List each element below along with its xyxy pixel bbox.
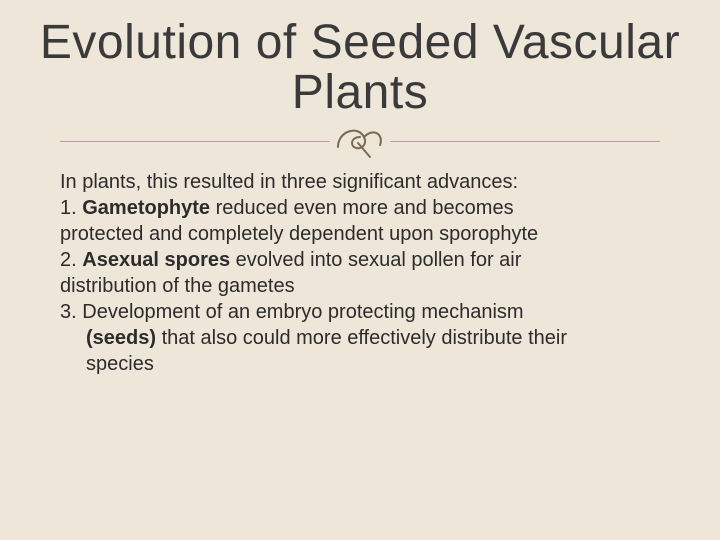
item-2-bold: Asexual spores [82, 249, 230, 271]
body-content: In plants, this resulted in three signif… [60, 169, 660, 377]
slide-title: Evolution of Seeded Vascular Plants [0, 0, 720, 119]
item-1-num: 1. [60, 197, 77, 219]
item-1-line-1: 1. Gametophyte reduced even more and bec… [60, 195, 660, 221]
item-2-line-1: 2. Asexual spores evolved into sexual po… [60, 247, 660, 273]
title-divider [60, 123, 660, 159]
item-3-num: 3. [60, 301, 77, 323]
item-2-num: 2. [60, 249, 77, 271]
intro-line: In plants, this resulted in three signif… [60, 169, 660, 195]
item-3-bold: (seeds) [86, 327, 156, 349]
item-3-line-1: 3. Development of an embryo protecting m… [60, 299, 660, 325]
item-2-line-2: distribution of the gametes [60, 273, 660, 299]
item-1-rest: reduced even more and becomes [210, 197, 514, 219]
item-2-rest: evolved into sexual pollen for air [230, 249, 521, 271]
item-3-cont-rest: that also could more effectively distrib… [156, 327, 567, 349]
item-1-bold: Gametophyte [82, 197, 210, 219]
item-3-line-2: (seeds) that also could more effectively… [60, 325, 660, 351]
item-1-line-2: protected and completely dependent upon … [60, 221, 660, 247]
item-3-line-3: species [60, 351, 660, 377]
divider-line-left [60, 141, 330, 142]
flourish-icon [330, 117, 390, 165]
divider-line-right [390, 141, 660, 142]
item-3-rest: Development of an embryo protecting mech… [82, 301, 523, 323]
